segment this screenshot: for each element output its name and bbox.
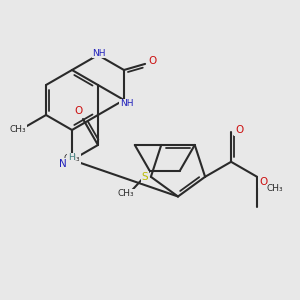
Text: CH₃: CH₃ xyxy=(118,189,134,198)
Text: CH₃: CH₃ xyxy=(267,184,284,193)
Text: NH: NH xyxy=(92,49,106,58)
Text: O: O xyxy=(259,177,267,187)
Text: CH₃: CH₃ xyxy=(64,154,80,163)
Text: CH₃: CH₃ xyxy=(10,125,26,134)
Text: O: O xyxy=(235,125,243,135)
Text: S: S xyxy=(142,172,148,182)
Text: H: H xyxy=(68,154,75,163)
Text: N: N xyxy=(59,159,67,169)
Text: NH: NH xyxy=(120,100,134,109)
Text: O: O xyxy=(74,106,83,116)
Text: O: O xyxy=(149,56,157,66)
